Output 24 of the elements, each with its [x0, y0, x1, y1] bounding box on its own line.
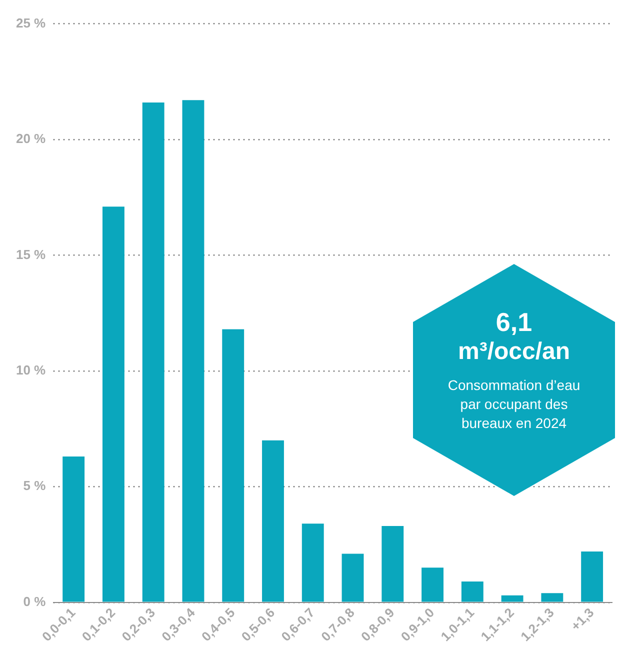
bar [302, 524, 324, 602]
x-tick-label: +1,3 [568, 604, 597, 634]
annotation: Consommation d’eau par occupant des bureaux en 2024 [446, 376, 582, 433]
bar [182, 100, 204, 602]
annotation: 6,1 [496, 307, 532, 338]
y-tick-label: 20 % [16, 131, 46, 146]
bar [461, 582, 484, 602]
bar [422, 568, 444, 602]
bar [142, 102, 164, 602]
y-tick-label: 0 % [23, 594, 46, 609]
bar [222, 329, 244, 602]
y-tick-label: 5 % [23, 478, 46, 494]
y-tick-label: 25 % [16, 15, 46, 30]
bar [581, 551, 604, 602]
bar [62, 456, 85, 602]
annotation: m³/occ/an [458, 338, 570, 366]
bar [501, 595, 524, 602]
y-tick-label: 10 % [16, 362, 46, 378]
bar [342, 554, 364, 602]
y-tick-label: 15 % [16, 246, 46, 262]
bar [102, 206, 124, 602]
bar [262, 440, 284, 602]
bar [382, 526, 404, 602]
bar [541, 593, 564, 602]
